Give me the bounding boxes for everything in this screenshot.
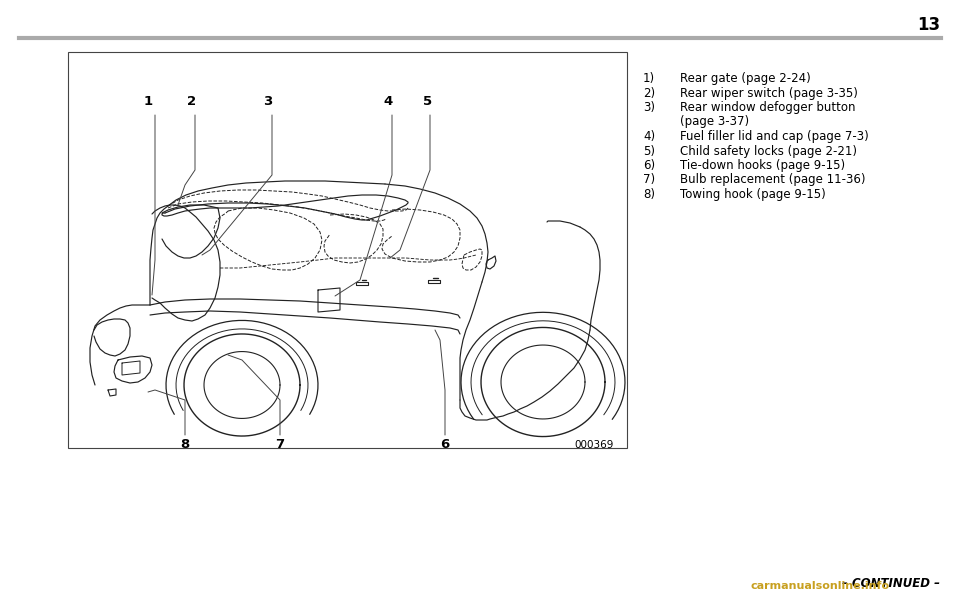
Text: carmanualsonline.info: carmanualsonline.info — [751, 581, 890, 591]
Text: 3: 3 — [263, 95, 273, 108]
Text: – CONTINUED –: – CONTINUED – — [842, 577, 940, 590]
Text: 4: 4 — [383, 95, 393, 108]
Text: 8: 8 — [180, 438, 190, 451]
Text: 6): 6) — [643, 159, 655, 172]
Text: Rear wiper switch (page 3-35): Rear wiper switch (page 3-35) — [680, 87, 858, 100]
Text: 4): 4) — [643, 130, 655, 143]
Text: 7: 7 — [276, 438, 284, 451]
Text: 000369: 000369 — [575, 440, 614, 450]
Text: Fuel filler lid and cap (page 7-3): Fuel filler lid and cap (page 7-3) — [680, 130, 869, 143]
Text: Rear window defogger button: Rear window defogger button — [680, 101, 855, 114]
Text: 7): 7) — [643, 174, 655, 186]
Text: 1: 1 — [143, 95, 153, 108]
Text: 1): 1) — [643, 72, 655, 85]
Text: 3): 3) — [643, 101, 655, 114]
Text: 2: 2 — [187, 95, 197, 108]
Bar — [68, 52, 627, 448]
Text: Tie-down hooks (page 9-15): Tie-down hooks (page 9-15) — [680, 159, 845, 172]
Text: 5): 5) — [643, 144, 655, 158]
Text: 8): 8) — [643, 188, 655, 201]
Text: Bulb replacement (page 11-36): Bulb replacement (page 11-36) — [680, 174, 866, 186]
Text: Rear gate (page 2-24): Rear gate (page 2-24) — [680, 72, 811, 85]
Text: 6: 6 — [441, 438, 449, 451]
Text: Towing hook (page 9-15): Towing hook (page 9-15) — [680, 188, 826, 201]
Text: 5: 5 — [423, 95, 433, 108]
Text: Child safety locks (page 2-21): Child safety locks (page 2-21) — [680, 144, 857, 158]
Text: 2): 2) — [643, 87, 655, 100]
Text: 13: 13 — [917, 16, 940, 34]
Text: (page 3-37): (page 3-37) — [680, 114, 749, 128]
